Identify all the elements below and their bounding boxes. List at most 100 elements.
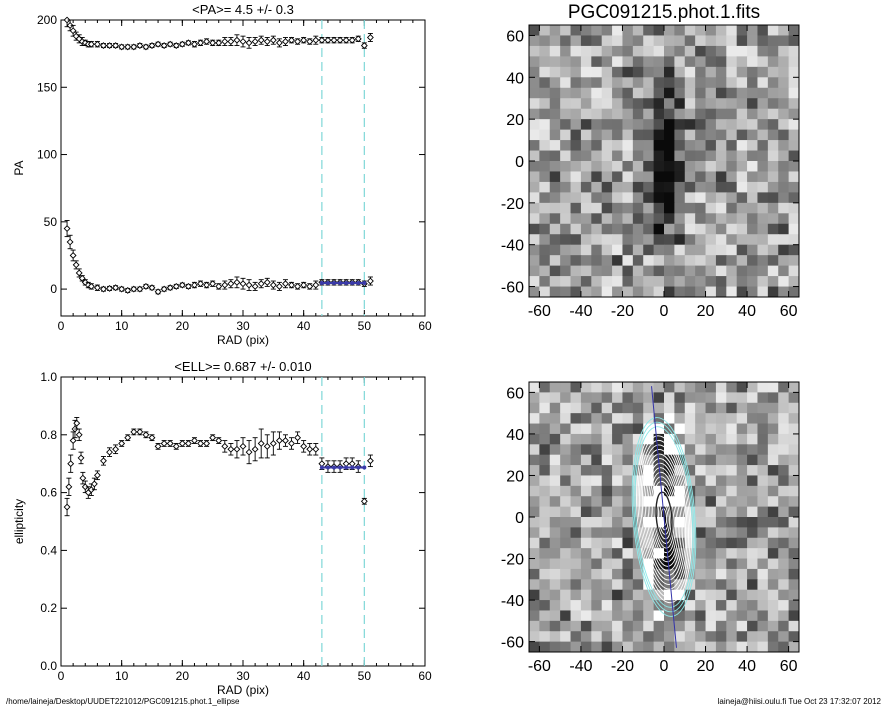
image-pixel xyxy=(778,119,790,131)
x-tick-label: 0 xyxy=(660,303,669,320)
image-pixel xyxy=(612,465,623,476)
image-pixel xyxy=(747,244,758,256)
image-pixel xyxy=(549,610,561,622)
image-pixel xyxy=(767,600,779,611)
image-pixel xyxy=(643,402,655,414)
image-pixel xyxy=(622,475,634,487)
image-pixel xyxy=(715,465,727,476)
image-pixel xyxy=(560,568,572,580)
image-pixel xyxy=(591,129,603,141)
data-point xyxy=(306,445,314,453)
image-pixel xyxy=(674,631,686,643)
image-pixel xyxy=(715,620,727,632)
image-pixel xyxy=(591,517,603,528)
image-pixel xyxy=(601,454,613,466)
x-tick-label: 60 xyxy=(780,658,798,675)
image-pixel xyxy=(747,413,758,425)
fit-point xyxy=(344,281,349,286)
image-pixel xyxy=(622,600,634,611)
image-pixel xyxy=(767,485,779,497)
image-pixel xyxy=(715,548,727,560)
image-pixel xyxy=(591,213,603,225)
image-pixel xyxy=(601,150,613,162)
image-pixel xyxy=(560,202,572,214)
image-pixel xyxy=(726,620,738,632)
data-point xyxy=(294,434,302,442)
image-pixel xyxy=(643,600,655,611)
image-pixel xyxy=(726,161,738,172)
image-pixel xyxy=(549,631,561,643)
image-pixel xyxy=(747,119,758,131)
image-pixel xyxy=(591,108,603,120)
image-pixel xyxy=(695,265,707,277)
image-pixel xyxy=(632,25,644,36)
image-pixel xyxy=(726,641,738,653)
image-pixel xyxy=(684,423,696,435)
x-tick-label: 40 xyxy=(297,669,311,683)
image-pixel xyxy=(601,171,613,183)
image-pixel xyxy=(705,610,717,622)
image-pixel xyxy=(622,454,634,466)
image-pixel xyxy=(622,465,634,476)
image-pixel xyxy=(570,589,582,601)
image-pixel xyxy=(529,35,540,47)
data-point xyxy=(288,36,295,44)
image-pixel xyxy=(726,485,738,497)
image-pixel xyxy=(695,600,707,611)
image-pixel xyxy=(715,276,727,288)
image-pixel xyxy=(747,558,758,570)
image-pixel xyxy=(601,213,613,225)
image-pixel xyxy=(529,496,540,508)
footer-path: /home/laineja/Desktop/UUDET221012/PGC091… xyxy=(6,697,240,706)
image-pixel xyxy=(747,392,758,404)
image-pixel xyxy=(757,465,769,476)
image-pixel xyxy=(715,392,727,404)
image-pixel xyxy=(570,641,582,653)
image-pixel xyxy=(560,402,572,414)
image-pixel xyxy=(705,202,717,214)
data-point xyxy=(221,442,229,450)
image-pixel xyxy=(560,548,572,560)
isophote-ellipse xyxy=(634,426,694,608)
image-pixel xyxy=(549,150,561,162)
image-pixel xyxy=(715,45,727,57)
data-point xyxy=(251,282,259,290)
image-pixel xyxy=(778,413,790,425)
image-pixel xyxy=(674,192,686,204)
image-pixel xyxy=(664,620,675,632)
image-pixel xyxy=(632,402,644,414)
image-pixel xyxy=(664,45,675,57)
image-pixel xyxy=(632,382,644,393)
image-pixel xyxy=(601,276,613,288)
image-pixel xyxy=(664,255,675,267)
image-pixel xyxy=(757,631,769,643)
image-pixel xyxy=(684,600,696,611)
image-pixel xyxy=(705,579,717,591)
image-pixel xyxy=(747,66,758,78)
image-pixel xyxy=(591,202,603,214)
image-pixel xyxy=(601,631,613,643)
image-pixel xyxy=(767,66,779,78)
image-pixel xyxy=(726,527,738,539)
x-tick-label: 20 xyxy=(697,303,715,320)
image-pixel xyxy=(736,537,748,549)
image-pixel xyxy=(539,276,551,288)
data-point xyxy=(148,42,156,49)
image-pixel xyxy=(674,382,686,393)
data-point xyxy=(178,40,186,48)
image-pixel xyxy=(674,25,686,36)
image-pixel xyxy=(529,423,540,435)
image-pixel xyxy=(560,181,572,193)
image-pixel xyxy=(778,213,790,225)
image-pixel xyxy=(622,423,634,435)
fit-point xyxy=(338,465,343,470)
image-pixel xyxy=(747,465,758,476)
image-pixel xyxy=(788,140,800,152)
image-pixel xyxy=(747,213,758,225)
image-pixel xyxy=(622,181,634,193)
image-pixel xyxy=(580,568,592,580)
data-point xyxy=(288,281,295,289)
image-pixel xyxy=(643,444,655,456)
image-pixel xyxy=(705,98,717,110)
image-pixel xyxy=(767,537,779,549)
